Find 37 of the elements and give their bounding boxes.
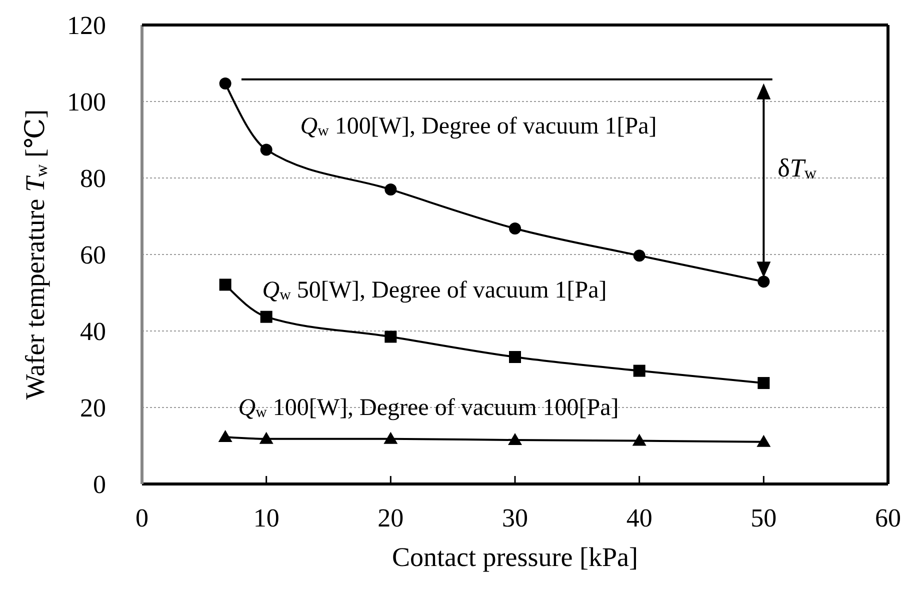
point	[259, 432, 274, 444]
x-axis-title: Contact pressure [kPa]	[392, 542, 638, 572]
point	[260, 144, 272, 156]
series-label: Q$_{w}$ 50[W], Degree of vacuum 1[Pa]	[262, 277, 607, 304]
point	[509, 351, 521, 364]
x-tick-label: 0	[136, 503, 148, 532]
x-tick-label: 30	[502, 503, 528, 532]
point	[219, 78, 232, 90]
point	[509, 222, 521, 234]
point	[260, 310, 272, 323]
x-tick-label: 40	[626, 503, 652, 532]
point	[384, 432, 398, 444]
annotation: δT$_{w}$	[778, 153, 818, 183]
x-tick-label: 60	[875, 503, 901, 532]
y-tick-label: 60	[80, 240, 106, 270]
y-tick-label: 20	[80, 394, 106, 423]
point	[218, 430, 232, 442]
y-tick-label: 120	[67, 11, 106, 40]
x-tick-label: 20	[378, 503, 404, 532]
point	[508, 433, 522, 446]
y-tick-label: 80	[80, 164, 106, 194]
point	[756, 434, 771, 447]
series-label: Q$_{w}$ 100[W], Degree of vacuum 1[Pa]	[300, 113, 657, 140]
series-label: Q$_{w}$ 100[W], Degree of vacuum 100[Pa]	[238, 394, 619, 421]
point	[384, 330, 397, 343]
point	[633, 364, 646, 377]
point	[758, 377, 770, 390]
y-tick-label: 0	[93, 470, 106, 500]
point	[632, 434, 646, 446]
y-tick-label: 40	[80, 317, 106, 346]
point	[384, 183, 397, 196]
x-tick-label: 10	[253, 503, 280, 532]
point	[219, 278, 232, 291]
point	[633, 250, 646, 262]
point	[758, 276, 770, 288]
x-tick-label: 50	[750, 503, 777, 532]
y-tick-label: 100	[67, 88, 106, 117]
